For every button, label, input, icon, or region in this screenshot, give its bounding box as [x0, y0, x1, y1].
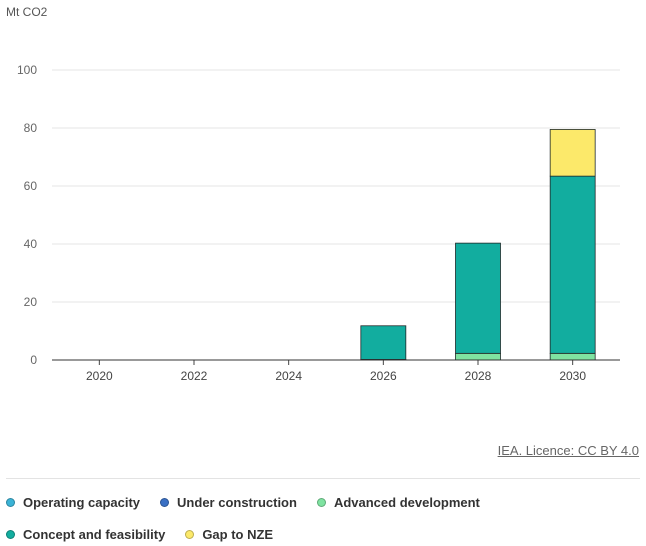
x-tick-label: 2022	[181, 369, 208, 383]
y-tick-label: 100	[17, 63, 37, 77]
legend-label: Operating capacity	[23, 494, 141, 510]
legend-swatch-icon	[160, 497, 170, 507]
y-tick-label: 20	[24, 295, 38, 309]
y-tick-label: 0	[30, 353, 37, 367]
x-tick-label: 2026	[370, 369, 397, 383]
chart-legend: Operating capacity Under construction Adva…	[6, 494, 626, 542]
x-tick-label: 2024	[275, 369, 302, 383]
bar-segment[interactable]	[455, 352, 501, 361]
legend-label: Advanced development	[333, 494, 480, 510]
legend-swatch-icon	[6, 497, 15, 507]
legend-item[interactable]: Advanced development	[316, 494, 480, 510]
y-tick-label: 40	[24, 237, 38, 251]
bar-segment[interactable]	[549, 175, 596, 354]
legend-item[interactable]: Operating capacity	[6, 494, 140, 510]
legend-item[interactable]: Under construction	[160, 494, 297, 510]
legend-swatch-icon	[185, 529, 195, 539]
legend-swatch-icon	[6, 529, 15, 539]
bar-segment[interactable]	[549, 352, 596, 361]
credit-link[interactable]: IEA. Licence: CC BY 4.0	[497, 443, 639, 458]
chart-plot: 0 20 40 60 80 100 2020 2022 2024 2026 2028 2030	[17, 63, 620, 383]
legend-label: Concept and feasibility	[23, 526, 166, 542]
legend-swatch-icon	[316, 497, 326, 507]
bar-segment[interactable]	[455, 242, 501, 354]
x-tick-label: 2028	[465, 369, 492, 383]
y-tick-label: 60	[24, 179, 38, 193]
legend-divider	[6, 478, 640, 479]
legend-item[interactable]: Gap to NZE	[185, 526, 273, 542]
x-tick-label: 2030	[559, 369, 586, 383]
bar-segment[interactable]	[549, 129, 596, 177]
y-axis-label: Mt CO2	[6, 5, 48, 19]
x-tick-label: 2020	[86, 369, 113, 383]
y-tick-label: 80	[24, 121, 38, 135]
legend-item[interactable]: Concept and feasibility	[6, 526, 165, 542]
legend-label: Gap to NZE	[202, 526, 274, 542]
legend-label: Under construction	[177, 494, 297, 510]
bar-segment[interactable]	[360, 325, 407, 360]
